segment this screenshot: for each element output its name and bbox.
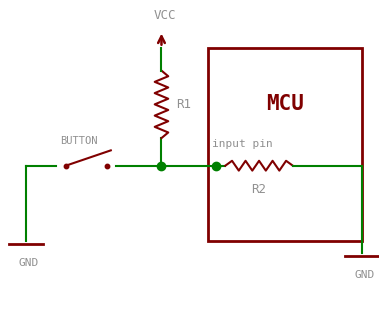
Text: MCU: MCU	[267, 94, 304, 114]
Text: R1: R1	[176, 98, 191, 111]
Text: VCC: VCC	[154, 8, 177, 22]
Text: R2: R2	[252, 182, 267, 196]
Text: input pin: input pin	[212, 139, 273, 149]
Text: GND: GND	[18, 258, 38, 268]
Text: GND: GND	[354, 270, 374, 280]
Bar	[208, 48, 362, 241]
Text: BUTTON: BUTTON	[60, 136, 98, 146]
